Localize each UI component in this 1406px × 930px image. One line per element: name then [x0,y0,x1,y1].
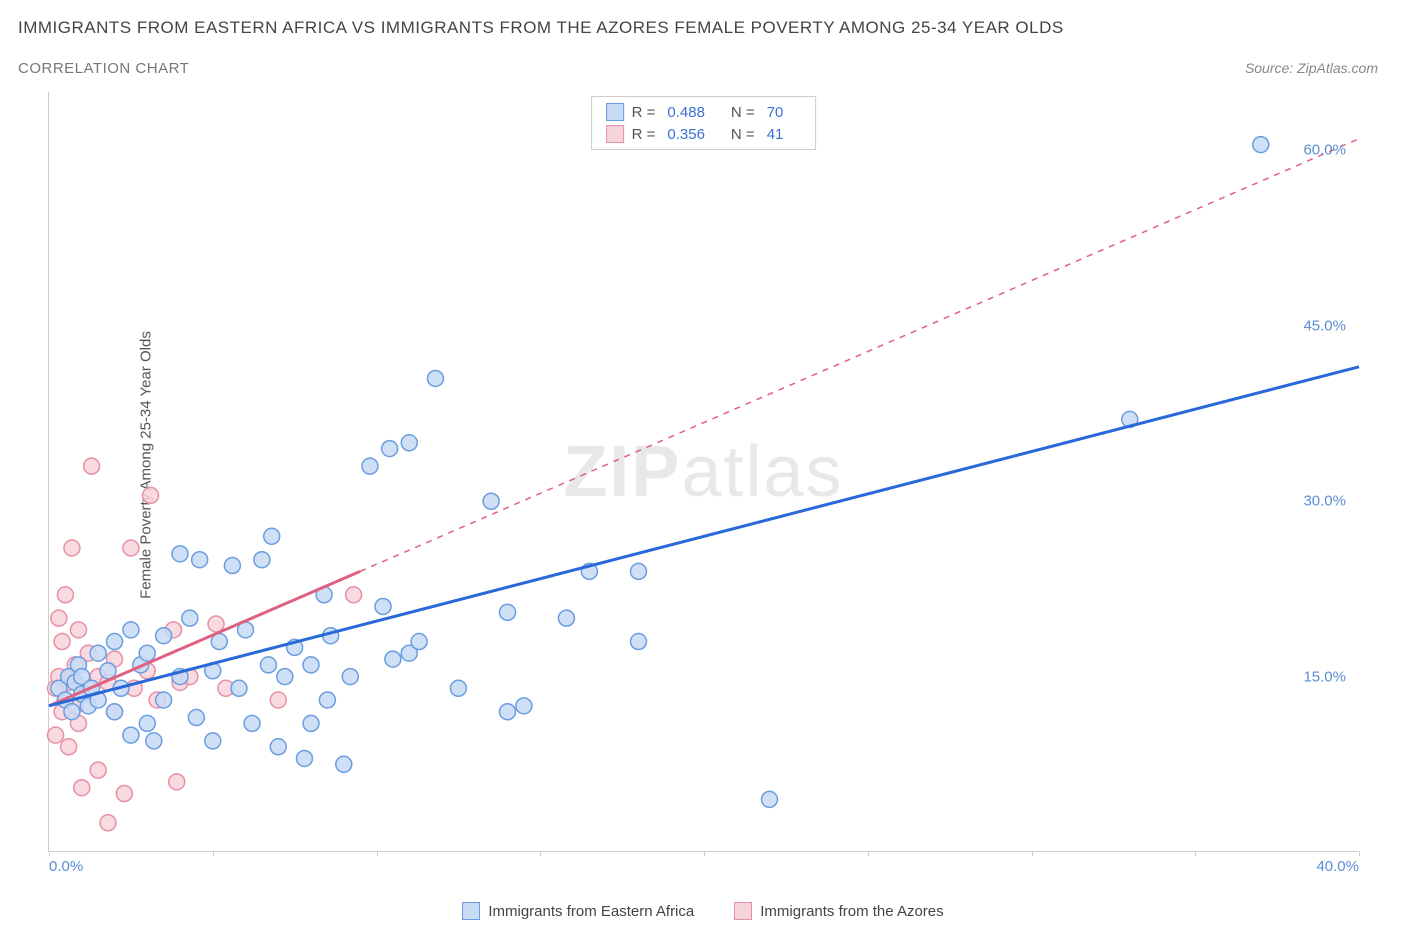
x-tick-mark [377,851,378,856]
swatch-series-1 [606,125,624,143]
n-label-0: N = [731,104,755,121]
chart-plot-area: ZIPatlas R = 0.488 N = 70 R = 0.356 N = … [48,92,1358,852]
r-value-0: 0.488 [667,104,705,121]
x-tick-mark [540,851,541,856]
legend-swatch-series-1 [734,902,752,920]
y-tick-label: 60.0% [1303,142,1346,159]
n-value-0: 70 [767,104,784,121]
source-attribution: Source: ZipAtlas.com [1245,60,1378,76]
r-value-1: 0.356 [667,126,705,143]
n-label-1: N = [731,126,755,143]
series-legend: Immigrants from Eastern Africa Immigrant… [0,902,1406,920]
legend-row-series-1: R = 0.356 N = 41 [606,125,802,143]
chart-subtitle: CORRELATION CHART [18,60,189,77]
x-tick-mark [49,851,50,856]
x-tick-mark [1195,851,1196,856]
chart-title: IMMIGRANTS FROM EASTERN AFRICA VS IMMIGR… [18,18,1064,38]
y-tick-label: 45.0% [1303,317,1346,334]
x-tick-mark [868,851,869,856]
legend-swatch-series-0 [462,902,480,920]
y-tick-label: 15.0% [1303,668,1346,685]
x-tick-mark [1032,851,1033,856]
x-tick-mark [704,851,705,856]
legend-item-series-0: Immigrants from Eastern Africa [462,902,694,920]
x-tick-mark [1359,851,1360,856]
legend-row-series-0: R = 0.488 N = 70 [606,103,802,121]
n-value-1: 41 [767,126,784,143]
r-label-0: R = [632,104,656,121]
r-label-1: R = [632,126,656,143]
x-tick-label: 40.0% [1316,858,1359,875]
legend-item-series-1: Immigrants from the Azores [734,902,943,920]
correlation-legend: R = 0.488 N = 70 R = 0.356 N = 41 [591,96,817,150]
legend-label-series-1: Immigrants from the Azores [760,903,943,920]
y-tick-label: 30.0% [1303,493,1346,510]
x-tick-mark [213,851,214,856]
legend-label-series-0: Immigrants from Eastern Africa [488,903,694,920]
x-tick-label: 0.0% [49,858,83,875]
scatter-svg [49,92,1358,851]
swatch-series-0 [606,103,624,121]
